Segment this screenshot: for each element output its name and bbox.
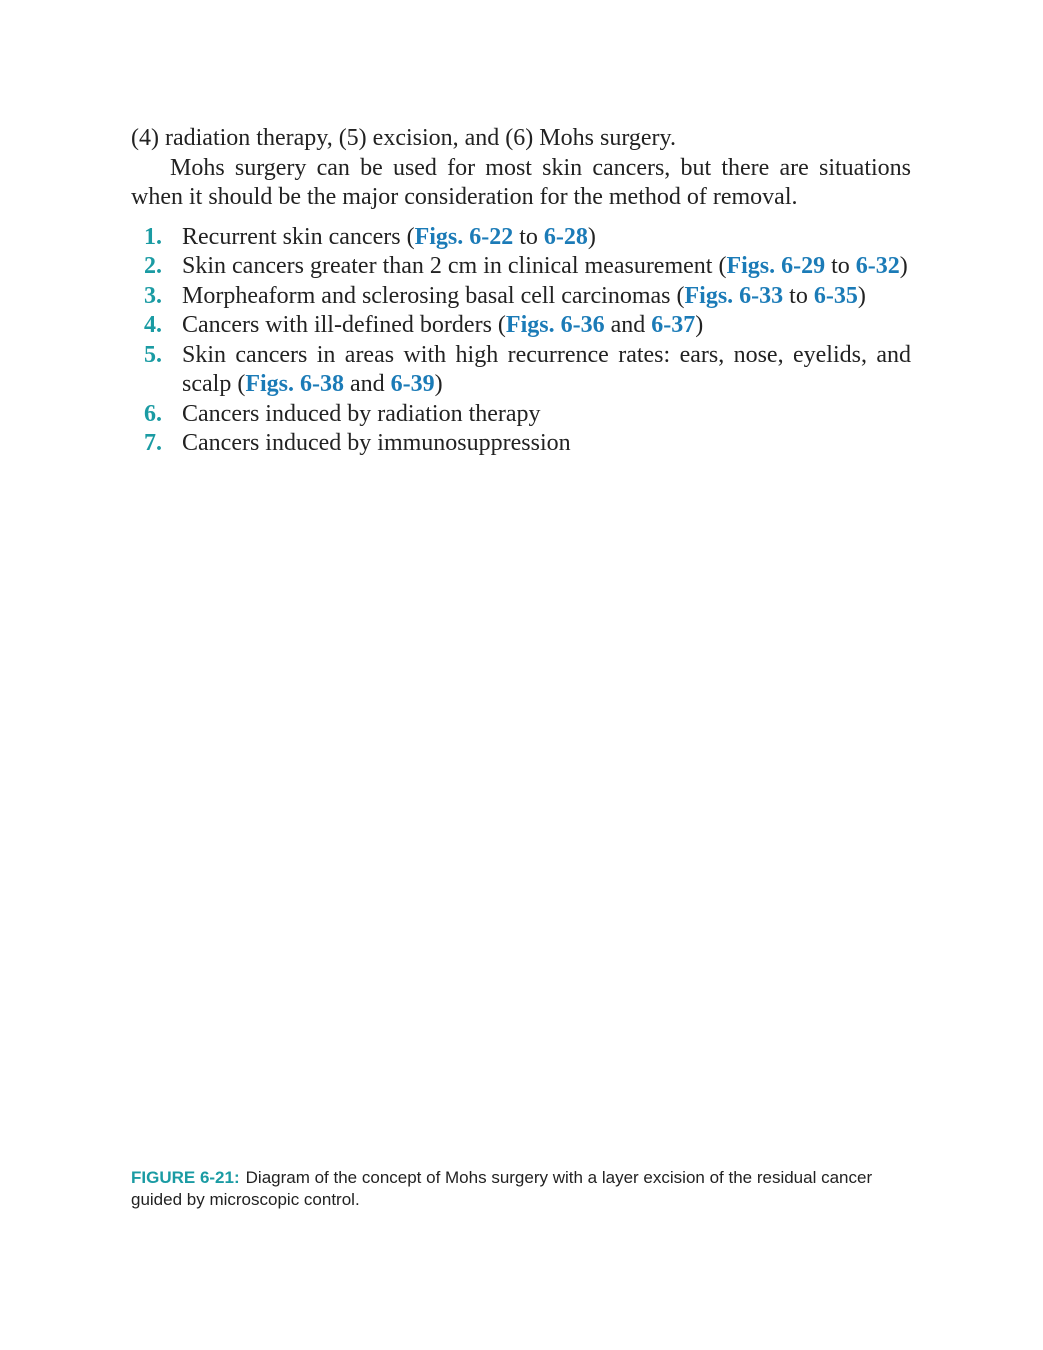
item-text: to xyxy=(783,282,814,309)
item-text: and xyxy=(343,371,391,397)
paragraph: Mohs surgery can be used for most skin c… xyxy=(131,154,911,211)
list-item: 5. Skin cancers in areas with high recurr… xyxy=(131,341,911,400)
item-text: ) xyxy=(434,371,443,397)
item-text: Morpheaform and sclerosing basal cell ca… xyxy=(182,282,685,309)
caption-text: Diagram of the concept of Mohs surgery w… xyxy=(131,1168,873,1209)
list-item: 1. Recurrent skin cancers (Figs. 6-22 to … xyxy=(131,223,911,253)
item-text: Cancers induced by radiation therapy xyxy=(182,400,541,427)
figure-link[interactable]: 6-32 xyxy=(855,253,900,279)
item-text: Recurrent skin cancers ( xyxy=(182,223,415,250)
list-item: 3. Morpheaform and sclerosing basal cell … xyxy=(131,282,911,312)
numbered-list: 1. Recurrent skin cancers (Figs. 6-22 to … xyxy=(131,223,911,459)
body-text: (4) radiation therapy, (5) excision, and… xyxy=(131,124,911,459)
caption-label: FIGURE 6-21: xyxy=(131,1168,240,1187)
figure-link[interactable]: 6-37 xyxy=(651,312,696,338)
item-text: ) xyxy=(695,312,704,338)
item-number: 6. xyxy=(144,400,162,427)
list-item: 7. Cancers induced by immunosuppression xyxy=(131,429,911,459)
figure-link[interactable]: Figs. 6-36 xyxy=(505,312,605,338)
item-text: ) xyxy=(899,253,908,279)
item-number: 3. xyxy=(144,282,162,309)
figure-link[interactable]: 6-28 xyxy=(543,223,588,250)
figure-link[interactable]: Figs. 6-38 xyxy=(245,371,344,397)
item-text: Skin cancers greater than 2 cm in clinic… xyxy=(182,253,727,279)
item-text: and xyxy=(604,312,652,338)
paragraph: (4) radiation therapy, (5) excision, and… xyxy=(131,125,676,151)
item-number: 5. xyxy=(144,341,162,368)
item-number: 2. xyxy=(144,253,162,279)
figure-link[interactable]: 6-39 xyxy=(390,371,435,397)
figure-link[interactable]: Figs. 6-29 xyxy=(726,253,826,279)
item-text: ) xyxy=(587,223,596,250)
item-number: 1. xyxy=(144,223,162,250)
item-text: ) xyxy=(857,282,866,309)
item-text: to xyxy=(513,223,544,250)
item-number: 4. xyxy=(144,312,162,338)
item-number: 7. xyxy=(144,430,162,456)
list-item: 6. Cancers induced by radiation therapy xyxy=(131,400,911,430)
item-text: to xyxy=(825,253,856,279)
item-text: Cancers with ill-defined borders ( xyxy=(182,312,506,338)
figure-link[interactable]: 6-35 xyxy=(813,282,858,309)
item-text: Skin cancers in areas with high recurren… xyxy=(182,341,911,398)
figure-link[interactable]: Figs. 6-33 xyxy=(684,282,784,309)
figure-caption: FIGURE 6-21: Diagram of the concept of Mo… xyxy=(131,1167,911,1211)
item-text: Cancers induced by immunosuppression xyxy=(182,430,571,456)
list-item: 2. Skin cancers greater than 2 cm in clin… xyxy=(131,252,911,282)
figure-link[interactable]: Figs. 6-22 xyxy=(414,223,514,250)
list-item: 4. Cancers with ill-defined borders (Figs… xyxy=(131,311,911,341)
